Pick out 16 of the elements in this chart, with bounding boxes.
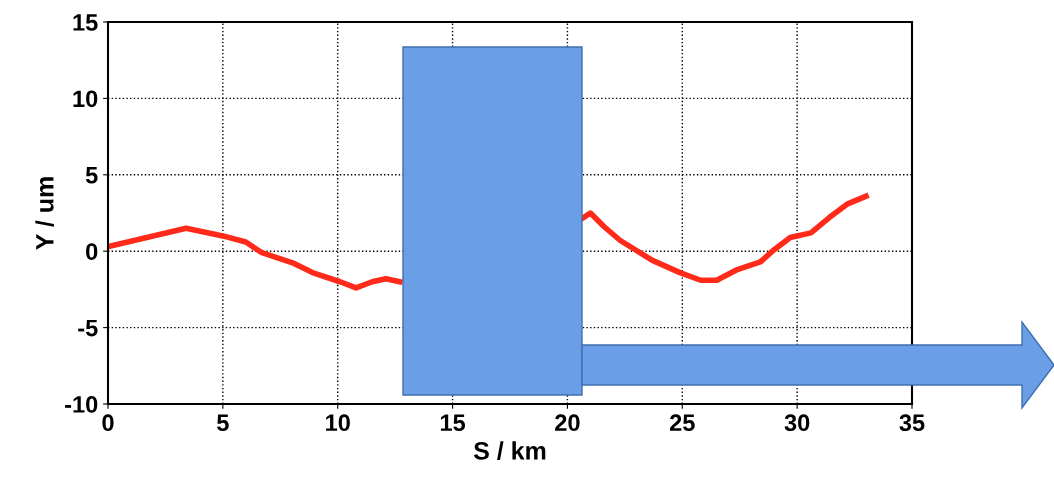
y-tick-label: -10	[65, 396, 98, 413]
x-tick-label: 35	[899, 414, 925, 432]
y-tick-label: 0	[86, 243, 98, 260]
x-tick-label: 10	[326, 414, 350, 432]
x-tick-label: 15	[440, 414, 466, 432]
y-tick-label: 10	[73, 90, 98, 108]
x-tick-label: 25	[669, 414, 695, 432]
x-tick-label: 5	[217, 414, 229, 432]
x-tick-label: 30	[784, 414, 810, 432]
x-tick-label: 0	[102, 414, 114, 432]
x-tick-label: 20	[555, 414, 580, 432]
y-tick-label: 5	[85, 167, 98, 184]
x-axis-title: S / km	[473, 441, 546, 460]
y-axis-title: Y / um	[35, 177, 54, 250]
y-tick-label: 15	[73, 14, 98, 31]
y-tick-label: -5	[78, 319, 98, 337]
